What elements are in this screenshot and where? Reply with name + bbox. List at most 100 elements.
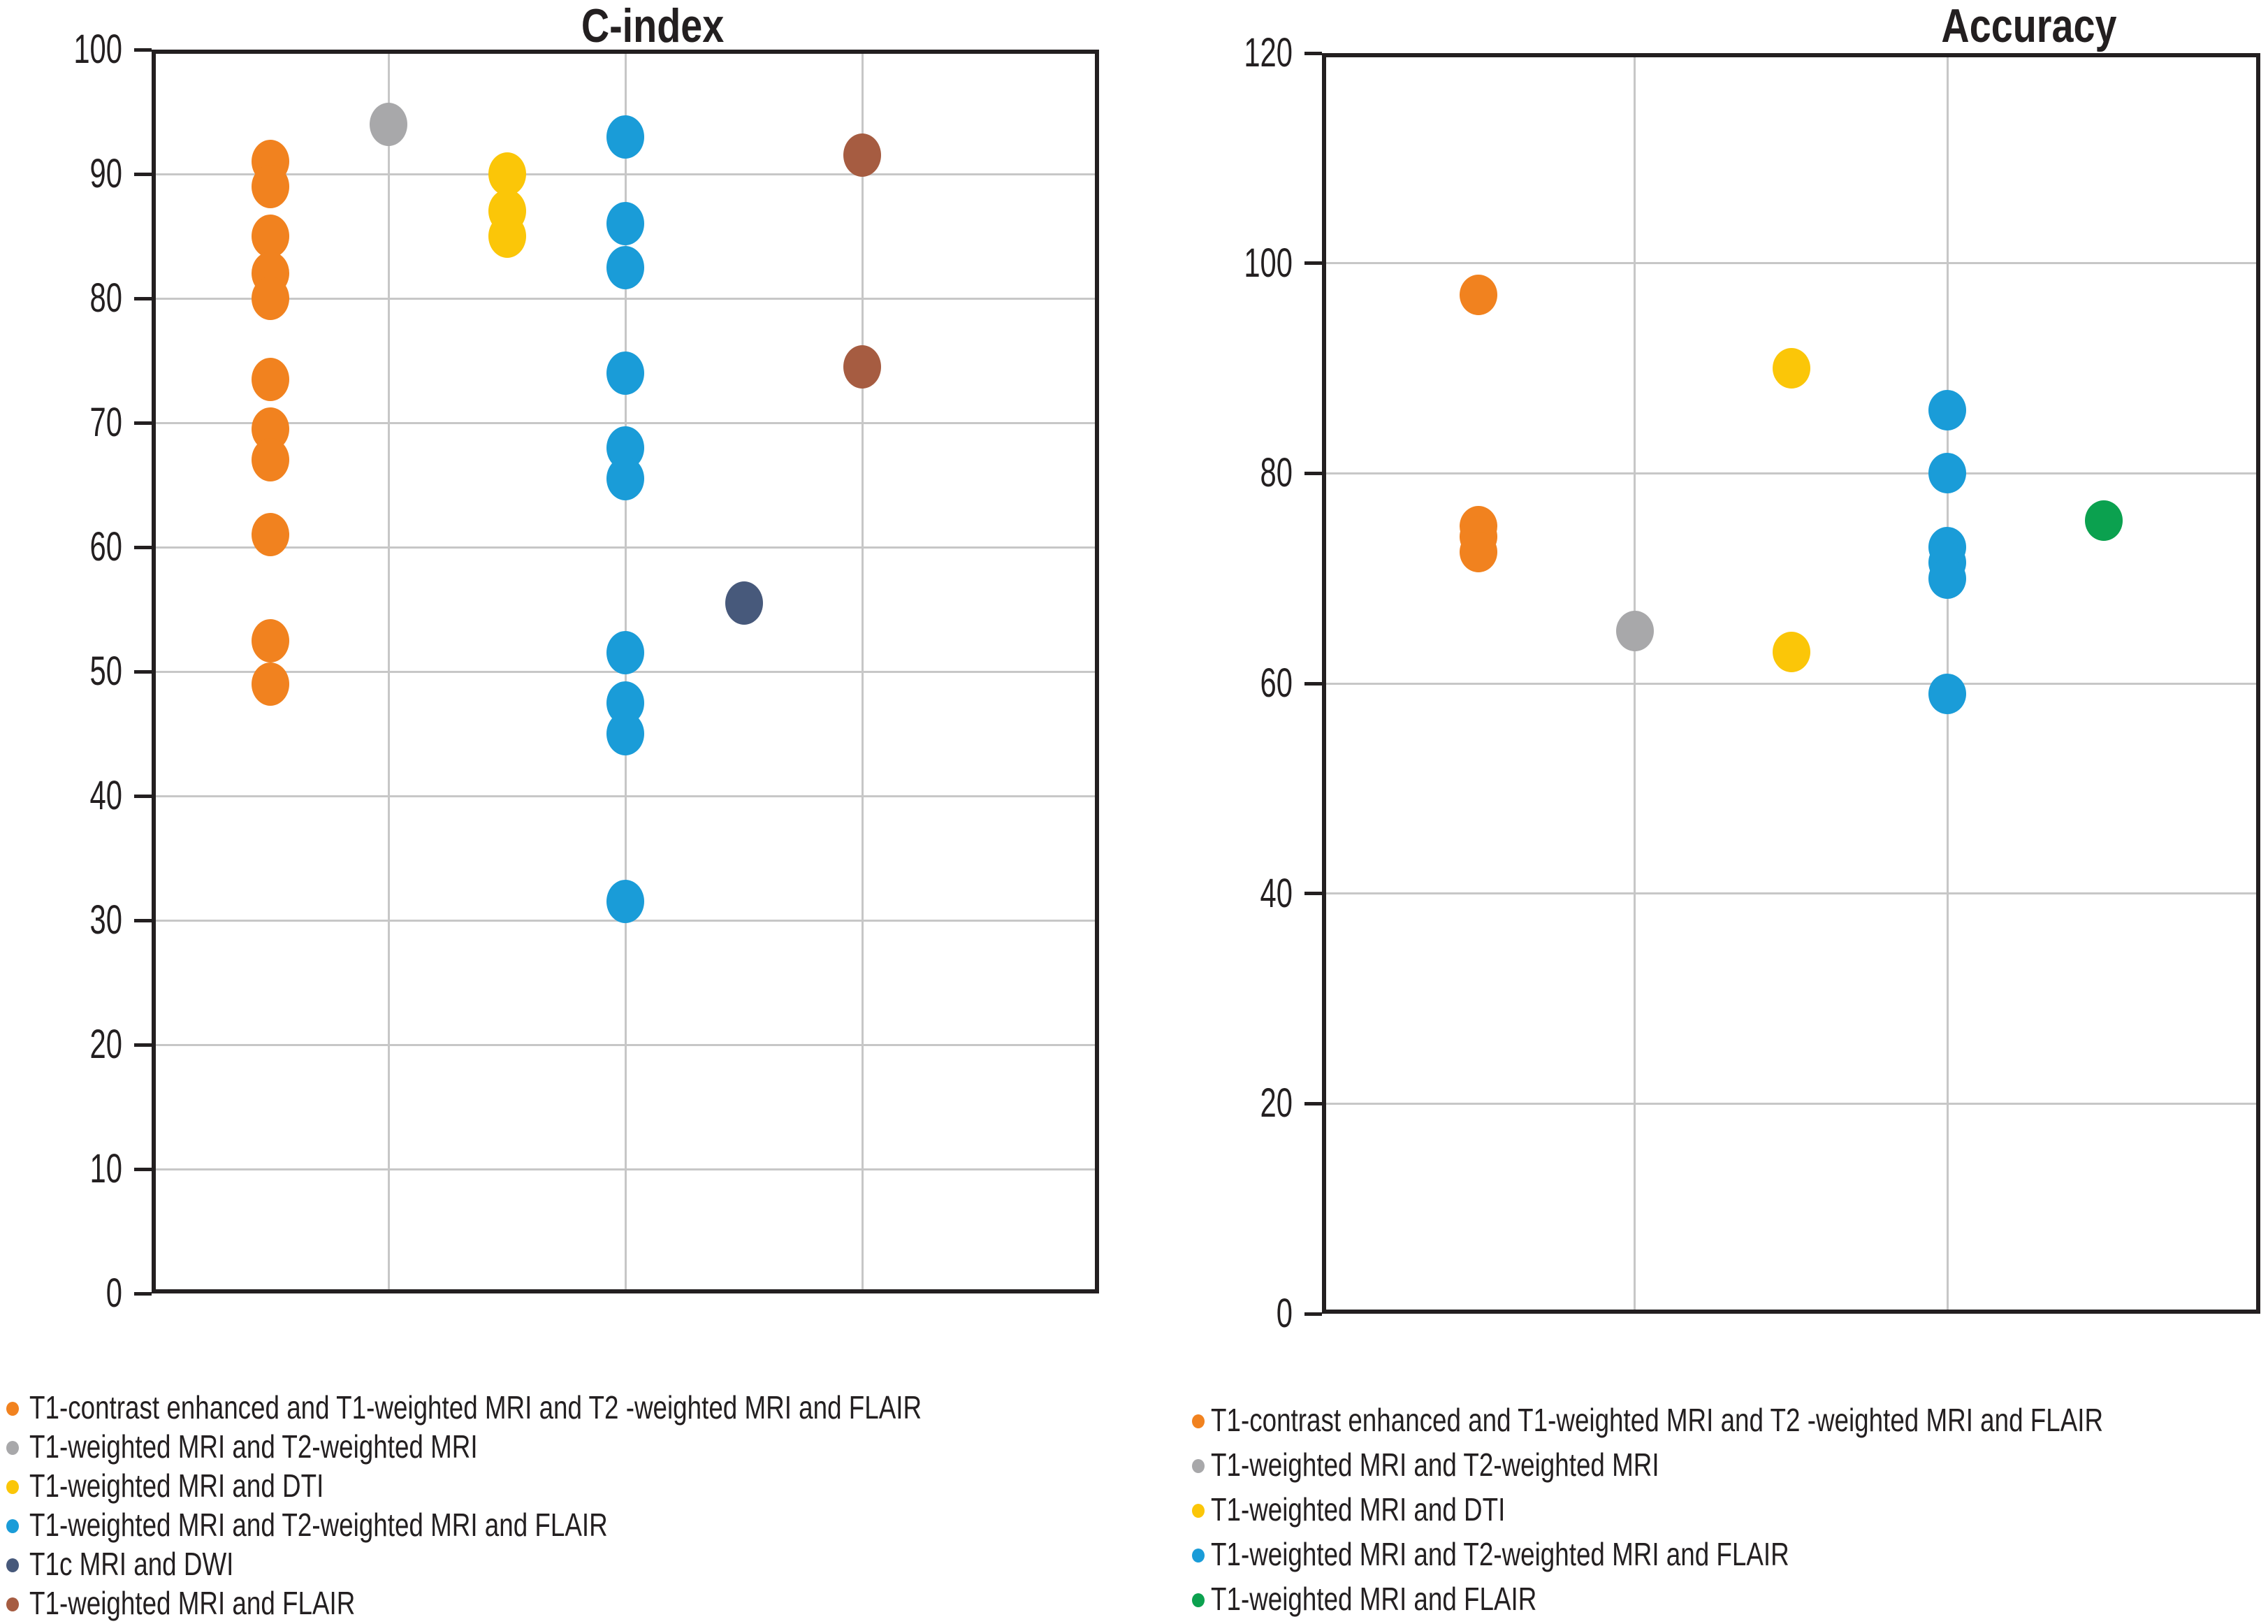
y-axis-tick-label: 0 [106,1270,122,1316]
legend-item-label: T1-weighted MRI and T2-weighted MRI [1211,1447,1659,1483]
y-axis-tick [1304,892,1322,896]
legend-item-label: T1-weighted MRI and T2-weighted MRI and … [1211,1536,1789,1572]
y-axis-tick [134,545,152,549]
y-axis-tick-label: 70 [89,400,122,445]
legend-marker-icon [6,1480,19,1494]
y-axis-tick [134,48,152,52]
data-point [1459,532,1497,573]
gridline-horizontal [1322,472,2260,474]
data-point [606,351,644,395]
data-point [251,277,289,320]
y-axis-tick-label: 60 [1260,660,1293,706]
y-axis-tick-label: 0 [1276,1291,1293,1336]
data-point [606,457,644,501]
data-point [1772,631,1810,672]
legend-marker-icon [6,1558,19,1572]
y-axis-tick-label: 80 [1260,450,1293,496]
y-axis-tick-label: 10 [89,1146,122,1191]
data-point [370,102,407,146]
gridline-vertical [861,50,864,1293]
legend-item-label: T1-contrast enhanced and T1-weighted MRI… [29,1389,922,1426]
data-point [488,152,526,196]
data-point [251,662,289,706]
legend-item-label: T1-weighted MRI and DTI [29,1467,324,1504]
data-point [251,215,289,258]
data-point [725,581,763,625]
gridline-horizontal [1322,1102,2260,1105]
legend-item-label: T1-weighted MRI and T2-weighted MRI and … [29,1507,608,1543]
y-axis-tick-label: 120 [1244,30,1293,75]
y-axis-tick [1304,681,1322,686]
y-axis-tick-label: 30 [89,897,122,943]
y-axis-tick-label: 80 [89,275,122,321]
y-axis-tick-label: 100 [1244,240,1293,286]
legend-marker-icon [1192,1593,1205,1607]
gridline-horizontal [1322,682,2260,685]
data-point [606,880,644,924]
y-axis-tick [134,421,152,425]
legend-item-label: T1-contrast enhanced and T1-weighted MRI… [1211,1402,2104,1438]
y-axis-tick-label: 100 [73,27,122,72]
legend-marker-icon [6,1519,19,1533]
y-axis-tick-label: 20 [1260,1080,1293,1126]
y-axis-tick-label: 90 [89,151,122,196]
data-point [251,513,289,557]
data-point [606,115,644,159]
y-axis-tick [134,669,152,674]
gridline-vertical [387,50,390,1293]
data-point [1615,610,1654,651]
y-axis-tick [1304,1312,1322,1316]
gridline-horizontal [1322,262,2260,265]
data-point [843,345,881,389]
chart-title-c-index: C-index [581,0,725,52]
data-point [251,618,289,662]
data-point [1772,348,1810,389]
data-point [2085,500,2123,541]
legend-marker-icon [1192,1459,1205,1473]
plot-area-frame [152,50,1099,1293]
y-axis-tick [1304,471,1322,475]
data-point [606,245,644,289]
y-axis-tick [134,172,152,176]
data-point [488,215,526,258]
legend-marker-icon [1192,1549,1205,1563]
data-point [606,631,644,675]
data-point [251,438,289,482]
y-axis-tick-label: 20 [89,1022,122,1067]
data-point [1459,274,1497,315]
y-axis-tick [134,296,152,300]
legend-marker-icon [6,1441,19,1455]
legend-marker-icon [6,1597,19,1611]
legend-item-label: T1-weighted MRI and FLAIR [1211,1581,1537,1617]
data-point [843,133,881,177]
data-point [1928,453,1967,494]
data-point [251,164,289,208]
legend-item-label: T1-weighted MRI and DTI [1211,1491,1506,1528]
legend-marker-icon [1192,1504,1205,1518]
data-point [606,202,644,246]
y-axis-tick [134,1291,152,1296]
y-axis-tick-label: 40 [89,773,122,818]
plot-area-frame [1322,53,2260,1314]
chart-title-accuracy: Accuracy [1941,0,2117,52]
data-point [1928,674,1967,715]
data-point [1928,390,1967,431]
legend-item-label: T1-weighted MRI and FLAIR [29,1585,356,1621]
gridline-horizontal [1322,892,2260,895]
y-axis-tick-label: 60 [89,524,122,570]
legend-item-label: T1c MRI and DWI [29,1546,234,1582]
legend-marker-icon [6,1402,19,1416]
legend-marker-icon [1192,1414,1205,1428]
y-axis-tick-label: 50 [89,648,122,694]
y-axis-tick [134,918,152,922]
y-axis-tick-label: 40 [1260,870,1293,916]
y-axis-tick [1304,51,1322,55]
legend-item-label: T1-weighted MRI and T2-weighted MRI [29,1428,478,1465]
y-axis-tick [134,1167,152,1171]
gridline-vertical [1634,53,1636,1314]
y-axis-tick [1304,1101,1322,1105]
data-point [251,357,289,401]
y-axis-tick [134,794,152,798]
y-axis-tick [1304,261,1322,266]
